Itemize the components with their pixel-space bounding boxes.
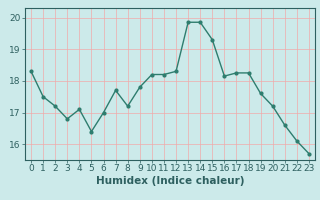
- X-axis label: Humidex (Indice chaleur): Humidex (Indice chaleur): [96, 176, 244, 186]
